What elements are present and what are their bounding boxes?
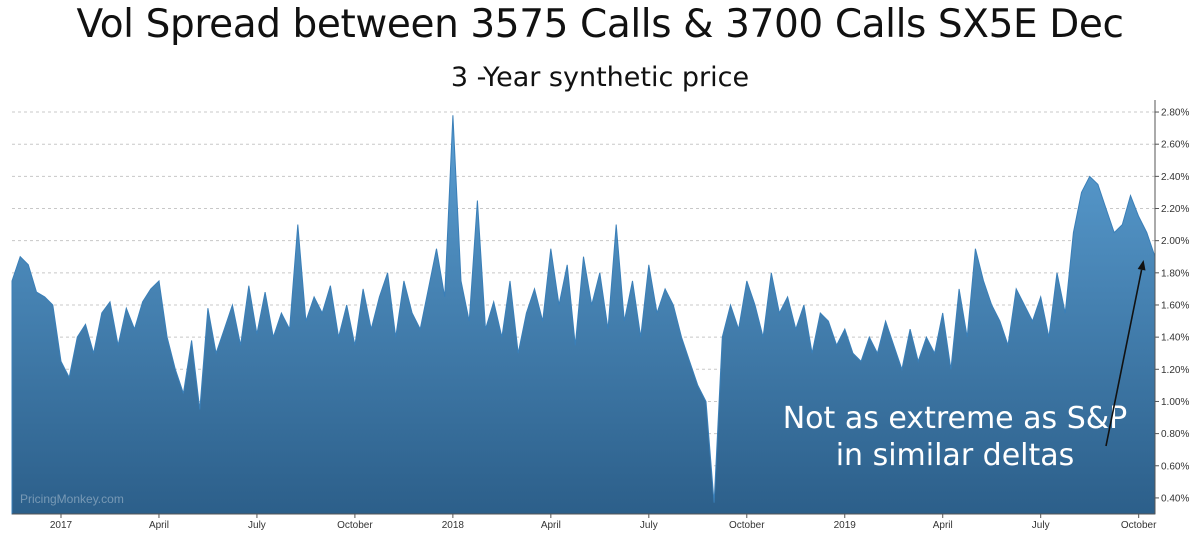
y-tick-label: 2.20% — [1161, 204, 1189, 215]
y-tick-label: 1.60% — [1161, 300, 1189, 311]
x-tick-label: 2017 — [50, 520, 73, 531]
x-tick-label: 2019 — [834, 520, 857, 531]
x-tick-label: July — [640, 520, 658, 531]
x-tick-label: April — [541, 520, 561, 531]
annotation-line-1: Not as extreme as S&P — [783, 401, 1128, 436]
x-tick-label: October — [729, 520, 765, 531]
y-tick-label: 1.20% — [1161, 365, 1189, 376]
y-tick-label: 2.80% — [1161, 108, 1189, 119]
y-tick-label: 1.40% — [1161, 333, 1189, 344]
watermark-text: PricingMonkey.com — [20, 492, 124, 506]
y-tick-label: 1.00% — [1161, 397, 1189, 408]
y-tick-label: 0.80% — [1161, 429, 1189, 440]
x-tick-label: July — [1032, 520, 1050, 531]
y-axis-ticks: 0.40% 0.60% 0.80% 1.00% 1.20% 1.40% 1.60% 1.80%… — [1155, 108, 1189, 504]
x-axis-ticks: 2017 April July October 2018 April July October… — [50, 514, 1157, 531]
annotation-arrow — [1105, 269, 1143, 447]
y-tick-label: 1.80% — [1161, 268, 1189, 279]
x-tick-label: April — [933, 520, 953, 531]
x-tick-label: October — [1121, 520, 1157, 531]
annotation-arrowhead — [1137, 259, 1146, 271]
area-series — [11, 115, 1156, 515]
chart-subtitle: 3 -Year synthetic price — [450, 62, 750, 93]
axes — [12, 100, 1156, 515]
x-tick-label: July — [248, 520, 266, 531]
x-tick-label: April — [149, 520, 169, 531]
x-tick-label: 2018 — [442, 520, 465, 531]
y-tick-label: 0.60% — [1161, 461, 1189, 472]
chart-title: Vol Spread between 3575 Calls & 3700 Cal… — [76, 2, 1124, 47]
y-tick-label: 0.40% — [1161, 493, 1189, 504]
y-tick-label: 2.60% — [1161, 140, 1189, 151]
annotation: Not as extreme as S&P in similar deltas — [783, 259, 1146, 473]
y-tick-label: 2.40% — [1161, 172, 1189, 183]
x-tick-label: October — [337, 520, 373, 531]
annotation-line-2: in similar deltas — [836, 438, 1075, 473]
y-tick-label: 2.00% — [1161, 236, 1189, 247]
